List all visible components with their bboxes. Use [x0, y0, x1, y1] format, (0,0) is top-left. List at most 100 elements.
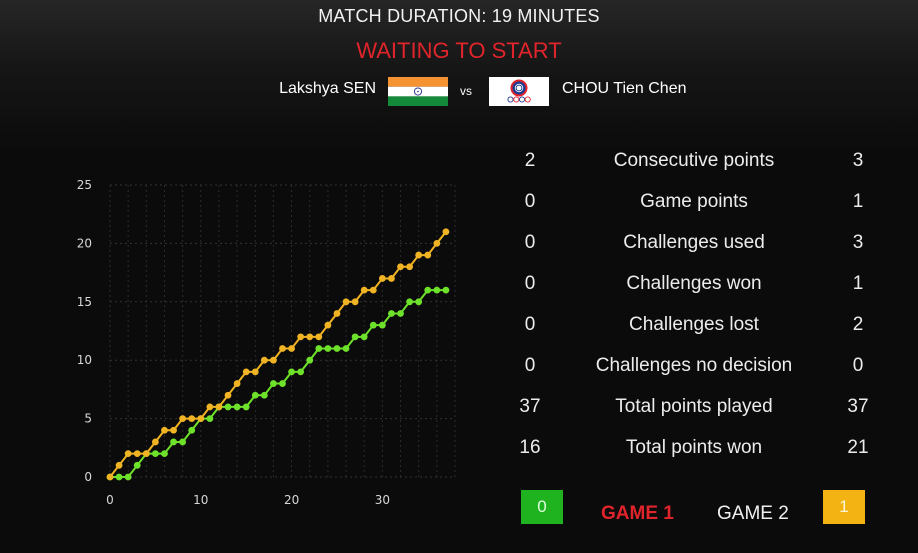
stat-left-value: 0: [524, 273, 536, 294]
match-duration: MATCH DURATION: 19 MINUTES: [318, 6, 600, 26]
stat-label: Challenges won: [626, 273, 762, 294]
series-0-point: [170, 438, 177, 446]
series-line-0: [110, 289, 446, 478]
series-1-point: [233, 380, 241, 387]
y-tick-label: 5: [84, 412, 92, 426]
series-0-point: [133, 461, 141, 469]
header-background: [0, 0, 918, 150]
series-1-point: [388, 275, 395, 282]
series-1-point: [279, 345, 286, 352]
versus-label: vs: [460, 84, 472, 98]
stat-label: Challenges used: [623, 232, 765, 253]
series-1-point: [369, 286, 377, 294]
stat-right-value: 0: [852, 355, 864, 376]
series-0-point: [378, 321, 386, 329]
series-0-point: [251, 391, 259, 399]
stat-label: Challenges no decision: [595, 355, 793, 376]
stat-right-value: 3: [852, 150, 864, 171]
y-tick-label: 20: [77, 236, 92, 250]
left-game-score: 0: [521, 490, 563, 524]
series-1-point: [215, 403, 223, 411]
x-tick-label: 10: [193, 493, 208, 507]
stat-row: 37 Total points played 37: [500, 396, 890, 426]
series-0-point: [306, 356, 314, 364]
stat-row: 0 Game points 1: [500, 191, 890, 221]
series-1-point: [324, 321, 332, 329]
series-1-point: [397, 263, 404, 271]
series-1-point: [288, 345, 295, 352]
right-game-score: 1: [823, 490, 865, 524]
series-0-point: [279, 380, 286, 387]
series-1-point: [333, 310, 341, 317]
series-0-point: [360, 333, 368, 341]
series-1-point: [197, 415, 205, 422]
series-1-point: [270, 356, 277, 364]
series-0-point: [324, 345, 332, 352]
stat-left-value: 2: [524, 150, 536, 171]
series-1-point: [133, 450, 141, 458]
y-tick-label: 10: [77, 353, 92, 367]
stat-left-value: 0: [524, 232, 536, 253]
series-0-point: [161, 450, 168, 458]
game-2-tab[interactable]: GAME 2: [717, 503, 789, 524]
stat-right-value: 1: [852, 273, 864, 294]
y-tick-label: 25: [77, 178, 92, 192]
series-0-point: [242, 403, 250, 411]
match-status: WAITING TO START: [356, 38, 562, 63]
x-tick-label: 20: [284, 493, 299, 507]
x-tick-label: 30: [375, 493, 390, 507]
stat-right-value: 21: [847, 437, 869, 458]
series-1-point: [188, 415, 196, 422]
series-1-point: [161, 426, 168, 434]
series-0-point: [151, 450, 159, 458]
series-1-point: [360, 286, 368, 294]
series-0-point: [297, 368, 305, 376]
points-progression-chart: 0 5 10 15 20 25 0 10 20 30: [77, 178, 456, 507]
y-tick-label: 15: [77, 295, 92, 309]
series-1-point: [115, 461, 123, 469]
series-1-point: [170, 426, 177, 434]
series-1-point: [224, 391, 232, 399]
series-1-point: [415, 251, 423, 259]
series-0-point: [206, 415, 214, 422]
game-1-tab[interactable]: GAME 1: [601, 503, 674, 524]
series-1-point: [124, 450, 132, 458]
stat-row: 16 Total points won 21: [500, 437, 890, 467]
series-0-point: [388, 310, 395, 317]
series-1-point: [342, 298, 350, 306]
series-1-point: [260, 356, 268, 364]
stat-right-value: 37: [847, 396, 869, 417]
stat-label: Total points played: [615, 396, 773, 417]
series-0-point: [179, 438, 187, 446]
series-0-point: [333, 345, 341, 352]
stat-left-value: 0: [524, 191, 536, 212]
series-0-point: [342, 345, 350, 352]
stat-left-value: 16: [519, 437, 541, 458]
x-tick-label: 0: [106, 493, 114, 507]
series-1-point: [206, 403, 214, 411]
player-right-name: CHOU Tien Chen: [562, 80, 687, 97]
series-0-point: [351, 333, 359, 341]
series-1-point: [142, 450, 150, 458]
series-0-point: [124, 473, 132, 481]
series-1-point: [433, 240, 441, 247]
game-scores: 0 GAME 1 GAME 2 1: [0, 490, 918, 530]
stat-left-value: 0: [524, 355, 536, 376]
series-0-point: [397, 310, 404, 317]
stat-label: Consecutive points: [613, 150, 775, 171]
series-0-point: [224, 403, 232, 411]
series-0-point: [270, 380, 277, 387]
stat-right-value: 2: [852, 314, 864, 335]
series-1-point: [151, 438, 159, 446]
stat-row: 0 Challenges no decision 0: [500, 355, 890, 385]
stat-label: Total points won: [625, 437, 763, 458]
india-flag-icon: [388, 77, 448, 106]
series-line-1: [109, 231, 447, 478]
series-0-point: [415, 298, 423, 306]
series-1-point: [306, 333, 314, 341]
stat-left-value: 37: [519, 396, 541, 417]
series-0-point: [288, 368, 295, 376]
series-1-point: [424, 251, 432, 259]
series-0-point: [424, 286, 432, 294]
stat-left-value: 0: [524, 314, 536, 335]
